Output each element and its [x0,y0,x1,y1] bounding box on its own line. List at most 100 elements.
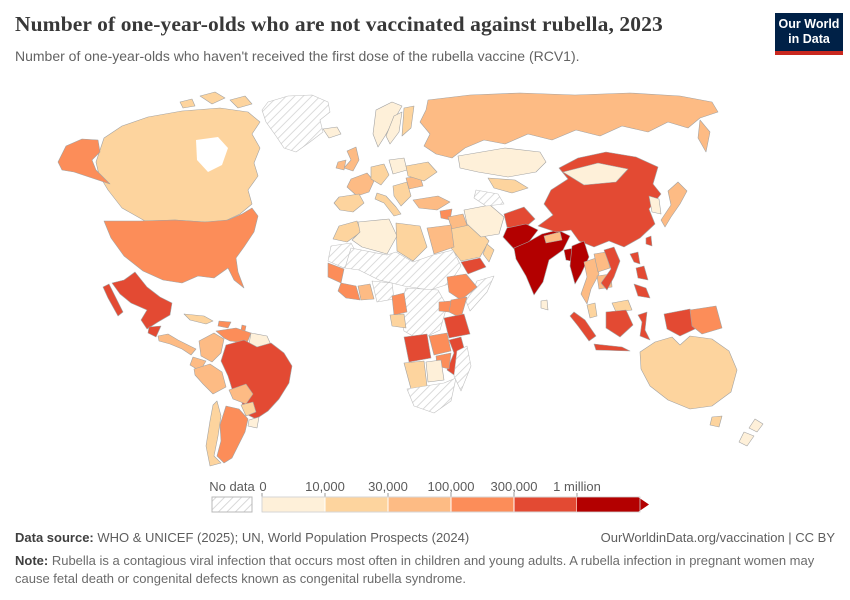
country-france[interactable] [346,172,375,197]
country-australia[interactable] [639,335,738,428]
legend-tick-3: 100,000 [428,479,475,494]
country-iceland[interactable] [322,126,342,139]
country-uganda[interactable] [438,300,452,313]
country-madagascar[interactable] [453,345,472,392]
chart-note: Note: Rubella is a contagious viral infe… [15,553,815,587]
chart-subtitle: Number of one-year-olds who haven't rece… [15,48,580,64]
legend-bin-5-arrow[interactable] [577,497,649,512]
country-ireland[interactable] [335,159,347,171]
country-gabon[interactable] [389,313,407,329]
country-ethiopia[interactable] [446,273,478,301]
legend-tick-1: 10,000 [305,479,345,494]
country-oman[interactable] [482,243,495,263]
country-colombia[interactable] [198,332,225,363]
country-mongolia[interactable] [562,162,629,186]
country-usa[interactable] [103,207,259,289]
black-sea [414,187,438,193]
country-central-america[interactable] [157,333,197,356]
legend-bin-1[interactable] [324,496,389,513]
country-balkans[interactable] [392,181,412,207]
legend-bin-4[interactable] [513,496,578,513]
country-uruguay[interactable] [247,416,260,429]
country-papua-new-guinea[interactable] [689,305,723,335]
legend-bin-0[interactable] [261,496,326,513]
data-source: Data source: WHO & UNICEF (2025); UN, Wo… [15,530,470,545]
country-nepal[interactable] [543,231,563,244]
country-libya[interactable] [395,222,428,262]
country-argentina[interactable] [216,405,249,464]
country-zambia[interactable] [428,332,452,356]
country-philippines[interactable] [629,251,651,299]
country-algeria[interactable] [351,218,398,255]
country-south-africa[interactable] [406,377,457,414]
hudson-bay [196,137,228,172]
country-peru[interactable] [193,363,227,395]
country-angola[interactable] [403,333,432,363]
country-myanmar[interactable] [569,240,590,285]
legend-bin-2[interactable] [387,496,452,513]
country-usa-alaska[interactable] [57,138,111,185]
country-india[interactable] [513,229,571,296]
legend-no-data-label: No data [209,479,255,494]
country-sri-lanka[interactable] [540,299,549,311]
legend-tick-4: 300,000 [491,479,538,494]
country-sweden[interactable] [385,111,403,145]
country-bolivia[interactable] [228,383,254,405]
country-greenland[interactable] [261,94,331,153]
country-canada[interactable] [95,107,261,223]
chart-footer: Data source: WHO & UNICEF (2025); UN, Wo… [15,530,835,589]
country-egypt[interactable] [426,224,455,255]
country-kazakhstan[interactable] [457,147,547,178]
country-brazil[interactable] [220,339,293,420]
country-laos[interactable] [593,251,611,273]
legend-bin-3[interactable] [450,496,515,513]
country-namibia[interactable] [403,360,428,390]
country-new-zealand[interactable] [738,418,764,447]
country-vietnam[interactable] [600,246,621,291]
country-poland[interactable] [388,157,408,175]
legend-tick-2: 30,000 [368,479,408,494]
page-title: Number of one-year-olds who are not vacc… [15,12,663,36]
country-japan[interactable] [660,181,688,228]
legend-no-data-swatch[interactable] [211,496,253,513]
country-italy[interactable] [374,192,402,217]
country-botswana[interactable] [425,359,445,383]
country-cuba[interactable] [183,313,214,325]
country-russia[interactable] [419,92,719,159]
country-yemen[interactable] [460,257,487,275]
world-map[interactable] [0,86,850,478]
country-mexico[interactable] [102,271,173,330]
country-turkey[interactable] [412,195,451,211]
country-malaysia[interactable] [586,299,633,319]
country-indonesia[interactable] [569,308,698,352]
country-germany[interactable] [370,163,390,186]
caspian-sea [459,172,470,199]
country-nigeria[interactable] [371,280,395,303]
region-congo-basin[interactable] [398,287,448,341]
country-ghana[interactable] [357,283,375,301]
country-arctic-islands[interactable] [179,91,253,109]
country-cameroon[interactable] [391,292,408,316]
country-turkmenistan[interactable] [473,189,505,207]
legend-tick-0: 0 [259,479,266,494]
legend-tick-5: 1 million [553,479,601,494]
country-ukraine[interactable] [405,161,438,182]
country-taiwan[interactable] [645,235,653,247]
country-spain[interactable] [333,193,365,213]
country-uk[interactable] [343,146,360,172]
map-legend: No data 0 10,000 30,000 100,000 300,000 … [0,476,850,518]
owid-logo[interactable]: Our World in Data [775,13,843,55]
country-chile[interactable] [205,400,222,467]
region-sahel-sudan[interactable] [344,247,462,291]
country-tanzania[interactable] [443,313,471,339]
country-ivory-coast[interactable] [337,282,361,301]
country-finland[interactable] [401,105,415,137]
country-morocco[interactable] [332,220,362,243]
country-guatemala[interactable] [147,325,162,338]
owid-link[interactable]: OurWorldinData.org/vaccination | CC BY [600,530,835,545]
country-hispaniola[interactable] [217,320,232,329]
country-uzbekistan[interactable] [487,177,529,194]
country-paraguay[interactable] [240,401,257,417]
country-korea[interactable] [648,195,662,215]
